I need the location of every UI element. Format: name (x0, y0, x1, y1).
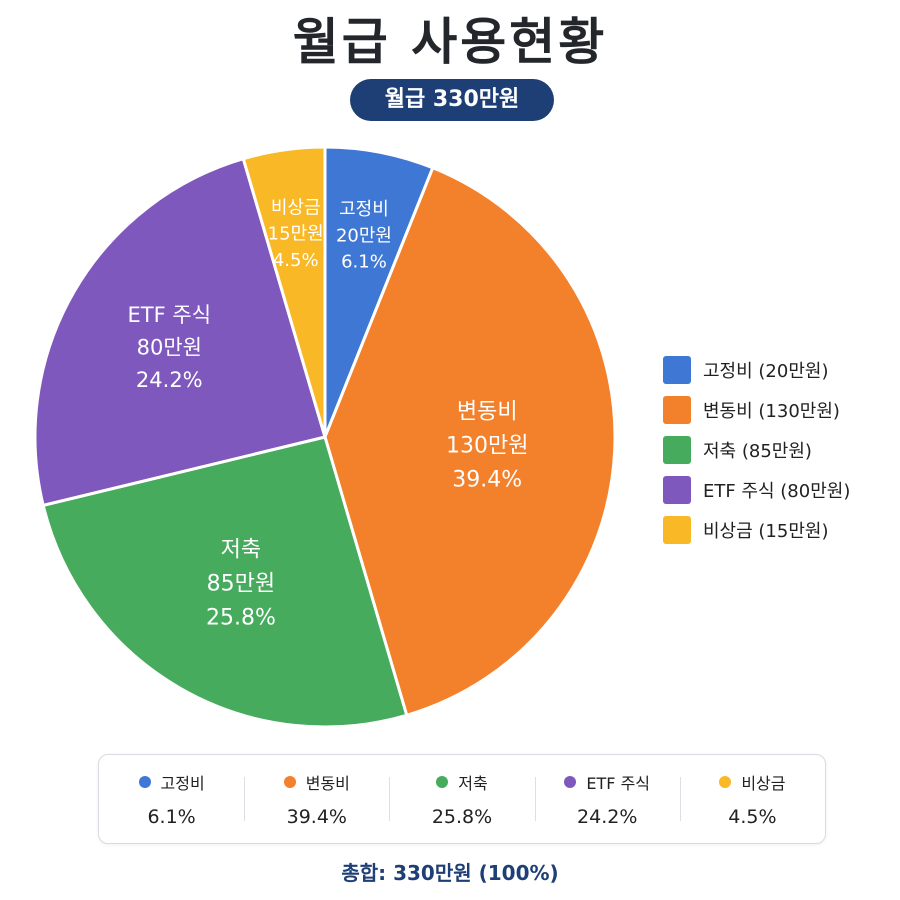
legend-label-fixed: 고정비 (20만원) (703, 361, 829, 382)
pie-slice-etf (33, 156, 327, 508)
slice-label-savings: 저축 (221, 537, 261, 562)
slice-amount-fixed: 20만원 (336, 225, 392, 246)
summary-dot-variable (283, 776, 296, 788)
slice-label-variable: 변동비 (457, 400, 518, 425)
legend-label-emergency: 비상금 (15만원) (703, 521, 829, 542)
summary-dot-savings (436, 776, 449, 788)
pie-slice-variable (323, 165, 617, 718)
slice-amount-savings: 85만원 (207, 572, 275, 597)
summary-percent-variable: 39.4% (286, 806, 347, 828)
summary-item-fixed: 고정비 6.1% (99, 755, 244, 843)
legend-label-variable: 변동비 (130만원) (703, 401, 840, 422)
legend-swatch-variable (663, 396, 691, 424)
legend-item-fixed: 고정비 (20만원) (663, 350, 850, 390)
summary-label-variable: 변동비 (305, 774, 350, 793)
summary-item-etf: ETF 주식 24.2% (534, 755, 680, 843)
legend-item-savings: 저축 (85만원) (663, 430, 850, 470)
summary-item-emergency: 비상금 4.5% (679, 755, 825, 843)
slice-percent-savings: 25.8% (206, 606, 276, 631)
slice-label-fixed: 고정비 (339, 199, 389, 220)
salary-badge: 월급 330만원 (350, 79, 554, 121)
legend: 고정비 (20만원) 변동비 (130만원) 저축 (85만원) ETF 주식 … (663, 350, 850, 550)
summary-dot-fixed (138, 776, 151, 788)
pie-slice-emergency (241, 145, 327, 438)
legend-item-etf: ETF 주식 (80만원) (663, 470, 850, 510)
summary-label-etf: ETF 주식 (586, 774, 651, 793)
summary-panel: 고정비 6.1% 변동비 39.4% 저축 25.8% ETF 주식 24.2%… (98, 754, 826, 844)
legend-item-emergency: 비상금 (15만원) (663, 510, 850, 550)
legend-swatch-etf (663, 476, 691, 504)
slice-label-emergency: 비상금 (271, 198, 321, 219)
slice-amount-variable: 130만원 (446, 434, 528, 459)
legend-label-etf: ETF 주식 (80만원) (703, 481, 851, 502)
summary-dot-etf (564, 776, 577, 788)
pie-slice-savings (41, 435, 409, 729)
slice-percent-variable: 39.4% (452, 468, 522, 493)
slice-percent-fixed: 6.1% (341, 251, 387, 272)
page-title: 월급 사용현황 (292, 13, 608, 71)
summary-label-emergency: 비상금 (741, 774, 786, 793)
slice-amount-etf: 80만원 (137, 336, 202, 360)
legend-label-savings: 저축 (85만원) (703, 441, 812, 462)
summary-item-savings: 저축 25.8% (389, 755, 534, 843)
summary-percent-savings: 25.8% (431, 806, 493, 828)
legend-swatch-fixed (663, 356, 691, 384)
summary-dot-emergency (719, 776, 732, 788)
legend-swatch-emergency (663, 516, 691, 544)
total-summary: 총합: 330만원 (100%) (341, 861, 559, 885)
summary-label-savings: 저축 (458, 774, 488, 793)
summary-percent-emergency: 4.5% (728, 806, 777, 828)
slice-amount-emergency: 15만원 (268, 224, 324, 245)
slice-percent-etf: 24.2% (136, 368, 203, 392)
slice-percent-emergency: 4.5% (273, 250, 319, 271)
summary-item-variable: 변동비 39.4% (244, 755, 389, 843)
summary-label-fixed: 고정비 (160, 774, 205, 793)
summary-percent-fixed: 6.1% (147, 806, 196, 828)
summary-percent-etf: 24.2% (577, 806, 638, 828)
legend-swatch-savings (663, 436, 691, 464)
legend-item-variable: 변동비 (130만원) (663, 390, 850, 430)
slice-label-etf: ETF 주식 (128, 303, 212, 327)
